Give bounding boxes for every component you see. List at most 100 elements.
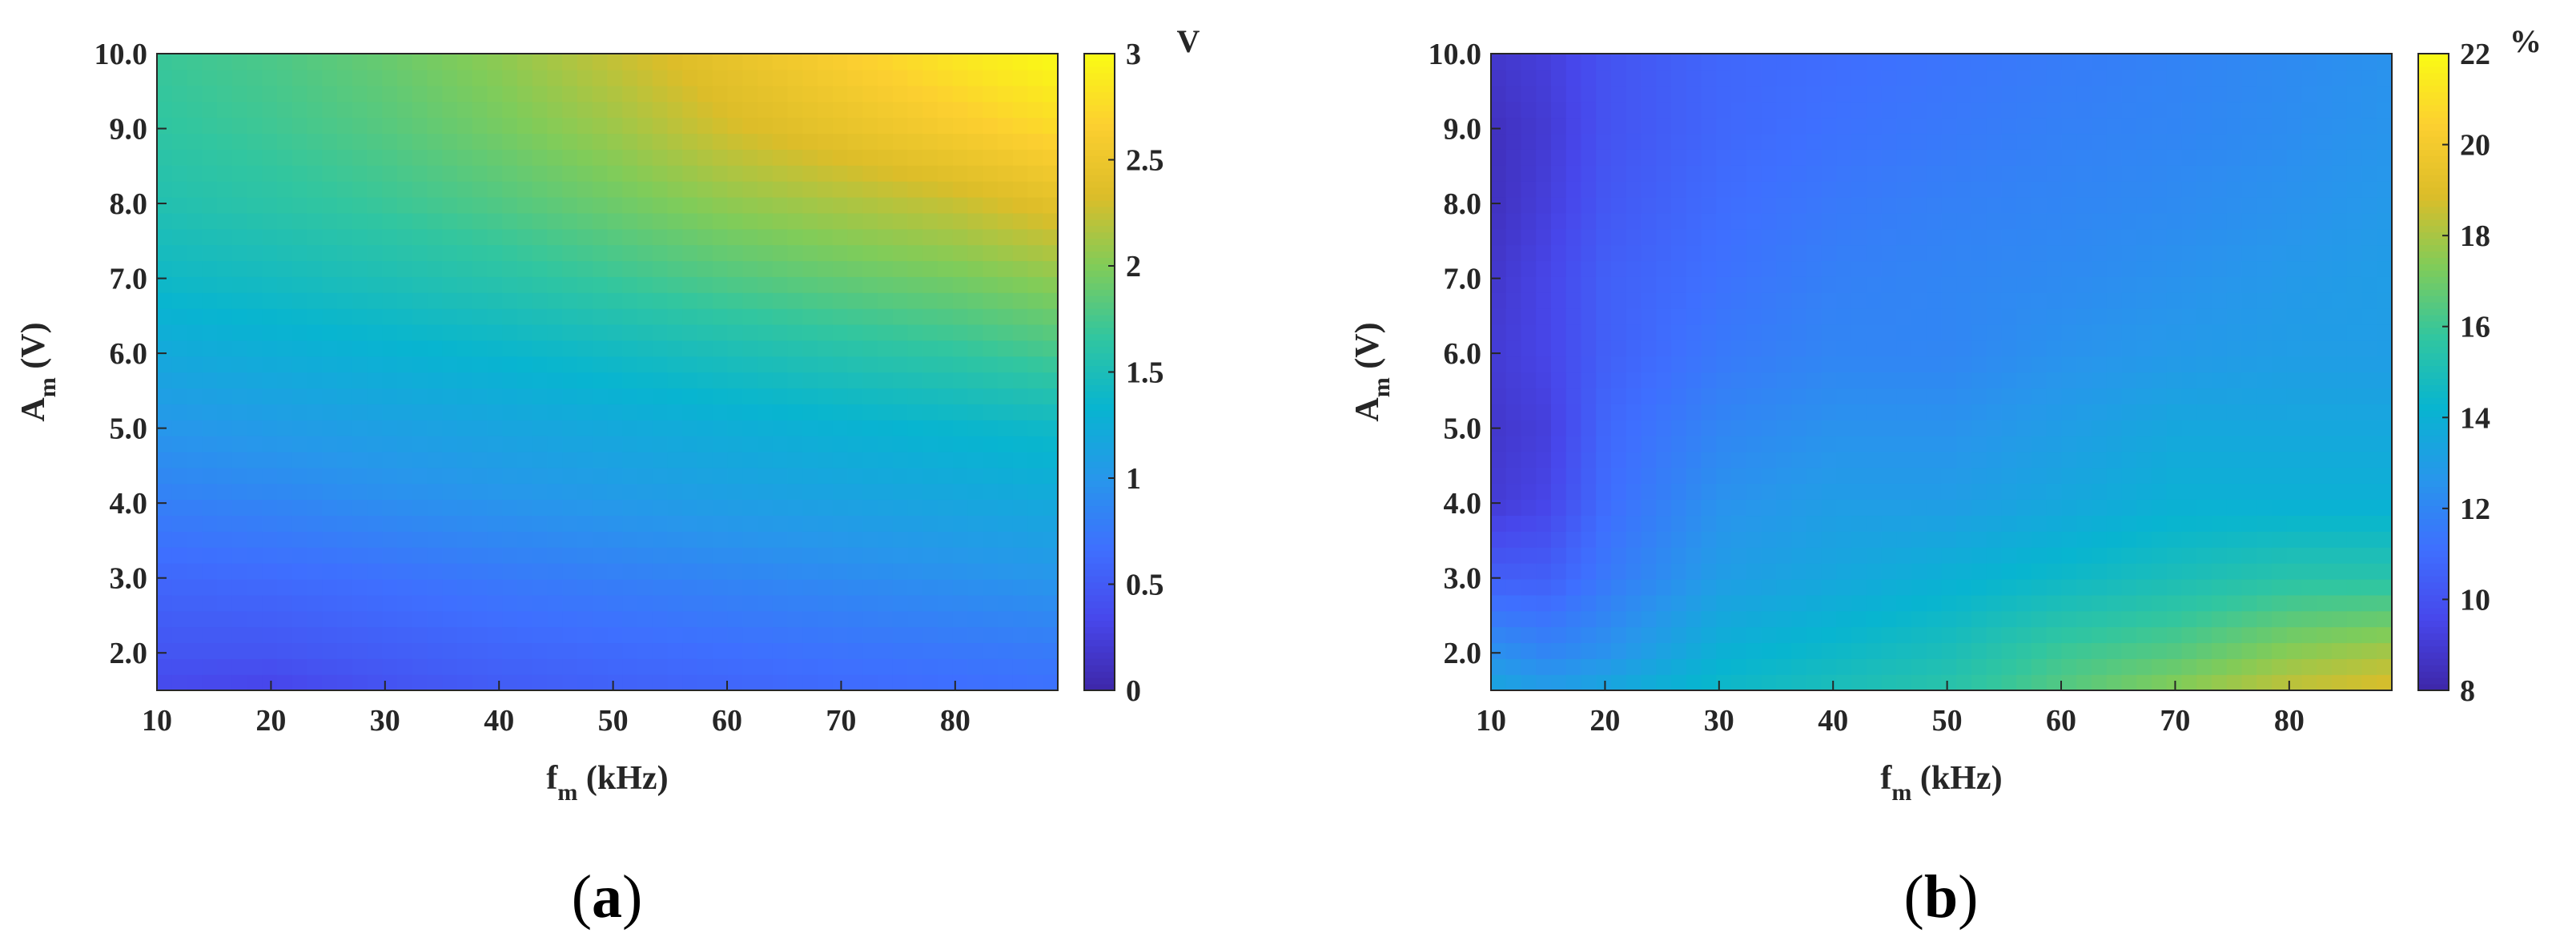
panel-a-heatmap-cell bbox=[818, 674, 834, 691]
panel-b-heatmap-cell bbox=[1551, 165, 1567, 182]
panel-b-heatmap-cell bbox=[1701, 499, 1717, 517]
panel-b-heatmap-cell bbox=[1731, 388, 1747, 404]
panel-b-heatmap-cell bbox=[2001, 626, 2017, 644]
panel-b-heatmap-cell bbox=[1941, 372, 1957, 389]
panel-b-heatmap-cell bbox=[2241, 642, 2257, 659]
panel-b-heatmap-cell bbox=[1956, 404, 1972, 420]
panel-b-heatmap-cell bbox=[1971, 276, 1987, 293]
panel-b-heatmap-cell bbox=[1701, 674, 1717, 691]
panel-b-heatmap-cell bbox=[2286, 117, 2303, 135]
panel-b-heatmap-cell bbox=[1881, 165, 1897, 182]
panel-b-heatmap-cell bbox=[1656, 260, 1672, 277]
panel-a-colorbar-segment bbox=[1084, 155, 1115, 163]
panel-a-heatmap-cell bbox=[187, 420, 203, 436]
panel-b-heatmap-cell bbox=[1686, 578, 1702, 596]
panel-a-heatmap-cell bbox=[1043, 260, 1059, 277]
panel-b-heatmap-cell bbox=[1491, 212, 1507, 230]
panel-a-heatmap-cell bbox=[577, 563, 593, 580]
panel-b-heatmap-cell bbox=[2016, 340, 2032, 357]
panel-a-colorbar-segment bbox=[1084, 404, 1115, 411]
panel-a-heatmap-cell bbox=[337, 196, 353, 214]
panel-b-heatmap-cell bbox=[2196, 292, 2212, 309]
panel-b-heatmap-cell bbox=[1611, 101, 1627, 119]
panel-a-colorbar-segment bbox=[1084, 263, 1115, 271]
panel-b-heatmap-cell bbox=[1746, 515, 1762, 532]
panel-b-heatmap-cell bbox=[2377, 149, 2393, 166]
panel-a-heatmap-cell bbox=[847, 499, 863, 517]
panel-b-heatmap-cell bbox=[2226, 531, 2243, 548]
panel-a-heatmap-cell bbox=[457, 499, 473, 517]
panel-a-ylabel-main: A bbox=[15, 397, 52, 422]
panel-a-heatmap-cell bbox=[367, 165, 383, 182]
panel-b-heatmap-cell bbox=[1611, 244, 1627, 262]
panel-a-heatmap-cell bbox=[397, 244, 413, 262]
panel-a-heatmap-cell bbox=[802, 674, 818, 691]
panel-b-heatmap-cell bbox=[1821, 196, 1837, 214]
panel-a-heatmap-cell bbox=[562, 563, 578, 580]
panel-a-heatmap-cell bbox=[1027, 101, 1043, 119]
panel-a-heatmap-cell bbox=[1043, 626, 1059, 644]
panel-b-heatmap-cell bbox=[1551, 69, 1567, 86]
panel-b-heatmap-cell bbox=[2332, 626, 2348, 644]
panel-a-heatmap-cell bbox=[967, 420, 983, 436]
panel-b-heatmap-cell bbox=[2212, 531, 2228, 548]
panel-a-heatmap-cell bbox=[397, 372, 413, 389]
panel-a-heatmap-cell bbox=[682, 101, 698, 119]
panel-a-heatmap-cell bbox=[442, 626, 458, 644]
panel-a-heatmap-cell bbox=[291, 181, 308, 198]
panel-a-heatmap-cell bbox=[938, 228, 954, 246]
panel-b-heatmap-cell bbox=[1911, 420, 1927, 436]
panel-a-heatmap-cell bbox=[787, 244, 803, 262]
panel-a-heatmap-cell bbox=[607, 388, 623, 404]
panel-a-heatmap-cell bbox=[637, 292, 653, 309]
panel-a-colorbar-segment bbox=[1084, 480, 1115, 488]
panel-b-heatmap-cell bbox=[1491, 467, 1507, 485]
panel-a-heatmap-cell bbox=[878, 292, 894, 309]
panel-b-heatmap-cell bbox=[1791, 563, 1807, 580]
panel-b-heatmap-cell bbox=[2241, 451, 2257, 468]
panel-a-heatmap-cell bbox=[1012, 181, 1029, 198]
panel-b-heatmap-cell bbox=[2317, 324, 2333, 341]
panel-a-heatmap-cell bbox=[938, 244, 954, 262]
panel-b-heatmap-cell bbox=[2121, 149, 2137, 166]
panel-b-heatmap-cell bbox=[1626, 260, 1642, 277]
panel-b-heatmap-cell bbox=[1986, 563, 2003, 580]
panel-a-heatmap-cell bbox=[577, 228, 593, 246]
panel-a-colorbar-tick-label: 0.5 bbox=[1126, 569, 1164, 602]
panel-b-heatmap-cell bbox=[1701, 626, 1717, 644]
panel-a-heatmap-cell bbox=[277, 578, 293, 596]
panel-a-heatmap-cell bbox=[337, 101, 353, 119]
panel-a-heatmap-cell bbox=[1012, 547, 1029, 564]
panel-b-heatmap-cell bbox=[1731, 467, 1747, 485]
panel-b-heatmap-cell bbox=[1581, 515, 1597, 532]
panel-b-heatmap-cell bbox=[1926, 388, 1943, 404]
panel-a-heatmap-cell bbox=[397, 69, 413, 86]
panel-b-heatmap-cell bbox=[2226, 149, 2243, 166]
panel-b-heatmap-cell bbox=[2196, 436, 2212, 452]
panel-b-heatmap-cell bbox=[1926, 483, 1943, 501]
panel-a-colorbar-segment bbox=[1084, 162, 1115, 169]
panel-b-heatmap-cell bbox=[2076, 69, 2092, 86]
panel-b-heatmap-cell bbox=[1521, 260, 1537, 277]
panel-a-heatmap-cell bbox=[247, 260, 263, 277]
panel-b-heatmap-cell bbox=[1896, 212, 1912, 230]
panel-b-heatmap-cell bbox=[1701, 196, 1717, 214]
panel-b-heatmap-cell bbox=[2061, 483, 2077, 501]
panel-b-heatmap-cell bbox=[1806, 181, 1822, 198]
panel-b-heatmap-cell bbox=[2332, 340, 2348, 357]
panel-b-heatmap-cell bbox=[1911, 483, 1927, 501]
panel-b-heatmap-cell bbox=[1836, 324, 1852, 341]
panel-b-heatmap-cell bbox=[2092, 436, 2108, 452]
panel-a-heatmap-cell bbox=[607, 228, 623, 246]
panel-b-heatmap-cell bbox=[1911, 388, 1927, 404]
panel-b-heatmap-cell bbox=[1941, 483, 1957, 501]
panel-b-heatmap-cell bbox=[1986, 54, 2003, 70]
panel-a-heatmap-cell bbox=[787, 308, 803, 325]
panel-a-heatmap-cell bbox=[832, 436, 849, 452]
panel-b-heatmap-cell bbox=[2301, 626, 2317, 644]
panel-b-heatmap-cell bbox=[2257, 244, 2273, 262]
panel-a-heatmap-cell bbox=[517, 547, 533, 564]
panel-a-heatmap-cell bbox=[532, 212, 549, 230]
panel-b-heatmap-cell bbox=[2346, 674, 2363, 691]
panel-b-heatmap-cell bbox=[1701, 451, 1717, 468]
